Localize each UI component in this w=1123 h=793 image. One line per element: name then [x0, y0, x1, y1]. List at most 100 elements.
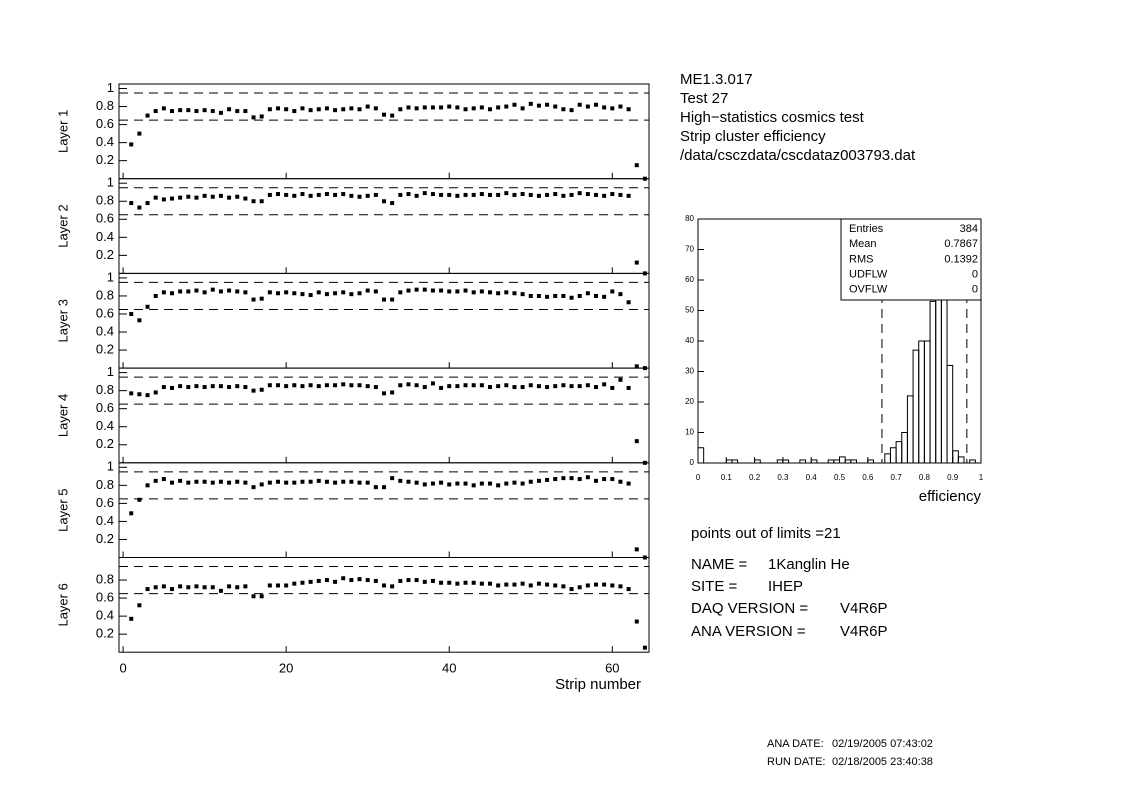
y-tick-label: 0.8	[96, 571, 114, 586]
point	[243, 480, 248, 485]
point	[300, 384, 305, 389]
point	[618, 479, 623, 484]
point	[594, 582, 598, 587]
point	[210, 384, 215, 389]
x-tick-label: 1	[979, 473, 984, 482]
point	[463, 288, 468, 293]
point	[430, 481, 435, 486]
point	[341, 107, 346, 112]
point	[610, 289, 615, 294]
point	[398, 478, 403, 483]
point	[243, 196, 248, 201]
point	[243, 290, 248, 295]
y-tick-label: 1	[107, 80, 114, 95]
point	[210, 585, 215, 590]
point	[610, 106, 615, 111]
point	[618, 584, 623, 589]
point	[357, 383, 362, 388]
y-tick-label: 0.2	[96, 626, 114, 641]
stats-value: 0	[972, 269, 978, 281]
point	[430, 105, 435, 110]
point	[479, 481, 484, 486]
point	[194, 195, 199, 200]
point	[349, 292, 354, 297]
point	[390, 390, 395, 395]
point	[284, 384, 289, 389]
point	[194, 479, 199, 484]
x-tick-label: 0.1	[721, 473, 733, 482]
point	[512, 291, 517, 296]
point	[504, 481, 509, 486]
date-label: ANA DATE:	[767, 738, 824, 750]
point	[365, 104, 370, 109]
y-axis-label: Layer 5	[55, 488, 70, 531]
point	[170, 587, 174, 592]
point	[324, 292, 329, 297]
stats-value: 0.1392	[944, 253, 978, 265]
point	[349, 193, 354, 198]
panel-frame	[118, 557, 650, 653]
y-tick-label: 1	[107, 364, 114, 379]
point	[553, 293, 558, 298]
point	[504, 290, 509, 295]
point	[235, 289, 240, 294]
point	[161, 584, 166, 589]
y-tick-label: 0.6	[96, 590, 114, 605]
point	[218, 289, 223, 294]
point	[153, 390, 158, 395]
point	[602, 382, 607, 387]
point	[178, 478, 183, 483]
point	[382, 112, 386, 117]
point	[349, 383, 354, 388]
point	[561, 193, 566, 198]
point	[227, 195, 232, 200]
point	[512, 480, 517, 485]
point	[536, 384, 541, 389]
point	[471, 192, 476, 197]
point	[447, 482, 452, 487]
point	[545, 385, 550, 390]
point	[439, 105, 444, 110]
y-axis-label: Layer 3	[55, 299, 70, 342]
point	[292, 383, 297, 388]
stats-value: 0	[972, 284, 978, 296]
point	[349, 578, 354, 583]
point	[276, 291, 280, 296]
y-tick-label: 0.8	[96, 98, 114, 113]
point	[602, 294, 607, 299]
y-axis-label: Layer 2	[55, 204, 70, 247]
point	[398, 578, 403, 583]
stats-label: Mean	[849, 238, 877, 250]
y-tick-label: 1	[107, 459, 114, 474]
point	[398, 107, 403, 112]
point	[227, 584, 232, 589]
y-tick-label: 0.6	[96, 495, 114, 510]
point	[488, 581, 492, 586]
point	[430, 192, 435, 197]
y-axis-label: Layer 6	[55, 583, 70, 626]
point	[634, 260, 639, 265]
stats-label: OVFLW	[849, 284, 888, 296]
y-axis-label: Layer 4	[55, 394, 70, 437]
point	[520, 106, 525, 111]
header-line: ME1.3.017	[680, 71, 753, 88]
point	[626, 107, 631, 112]
point	[642, 645, 647, 650]
date-label: RUN DATE:	[767, 756, 825, 768]
point	[227, 480, 232, 485]
point	[300, 580, 305, 585]
point	[259, 594, 264, 599]
point	[390, 201, 395, 206]
point	[390, 113, 395, 118]
point	[284, 192, 289, 197]
point	[447, 104, 452, 109]
point	[553, 583, 558, 588]
point	[373, 192, 378, 197]
point	[536, 478, 541, 483]
point	[243, 109, 248, 114]
point	[300, 192, 305, 197]
stats-box	[840, 218, 982, 301]
point	[455, 193, 460, 198]
point	[153, 109, 158, 114]
